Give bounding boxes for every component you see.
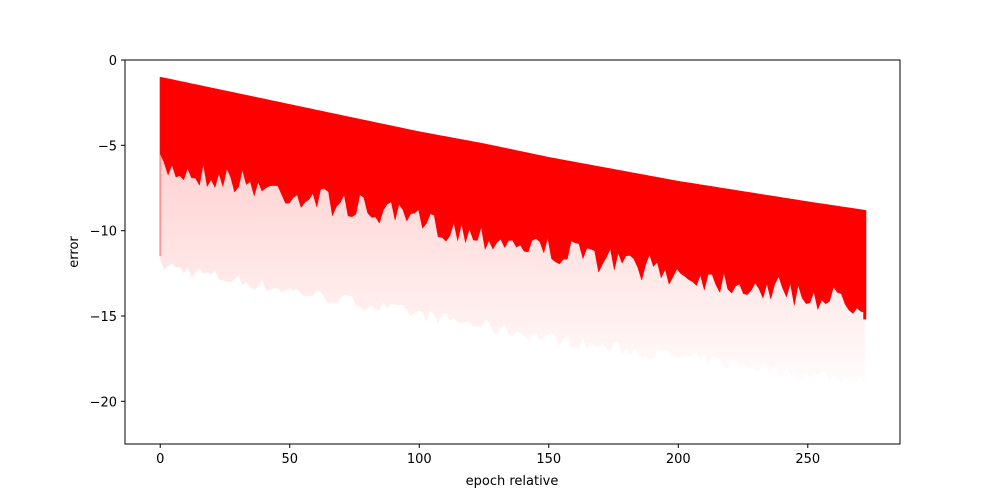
- y-tick-label: −20: [90, 395, 117, 410]
- x-tick-label: 150: [536, 452, 561, 467]
- y-tick-label: 0: [109, 54, 117, 69]
- plot-frame: [124, 59, 901, 445]
- x-tick-label: 200: [666, 452, 691, 467]
- data-marks: [159, 76, 867, 387]
- x-tick-label: 100: [407, 452, 432, 467]
- x-axis-label: epoch relative: [466, 474, 559, 489]
- x-tick-label: 50: [281, 452, 298, 467]
- series-faint-tail: [160, 153, 865, 387]
- y-tick-label: −15: [90, 310, 117, 325]
- x-axis: 0 50 100 150 200 250: [156, 444, 820, 467]
- y-axis-label: error: [67, 236, 82, 268]
- x-tick-label: 0: [156, 452, 164, 467]
- y-tick-label: −5: [98, 139, 117, 154]
- x-tick-label: 250: [795, 452, 820, 467]
- y-tick-label: −10: [90, 225, 117, 240]
- y-axis: 0 −5 −10 −15 −20: [90, 54, 125, 410]
